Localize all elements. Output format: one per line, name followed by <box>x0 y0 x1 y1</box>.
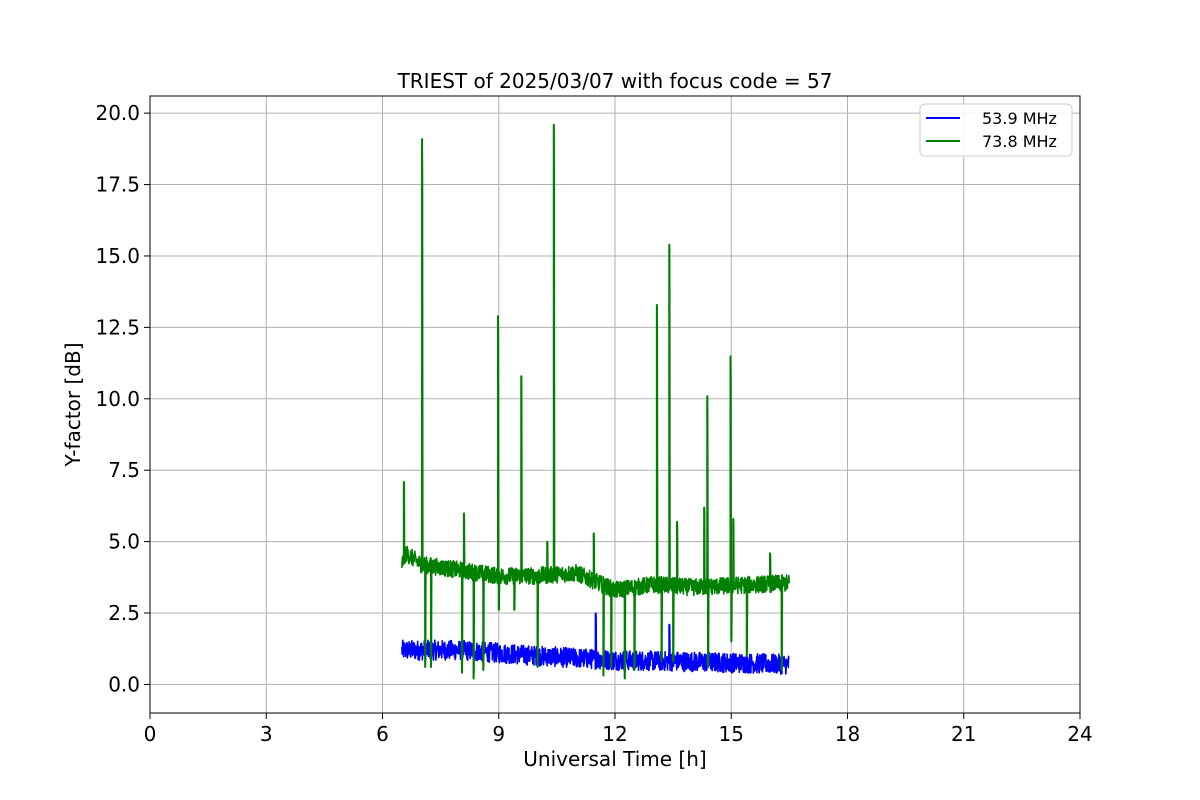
x-tick-label: 12 <box>602 722 627 746</box>
y-tick-label: 15.0 <box>95 244 140 268</box>
chart-title: TRIEST of 2025/03/07 with focus code = 5… <box>397 69 833 93</box>
x-tick-label: 15 <box>719 722 744 746</box>
x-tick-label: 21 <box>951 722 976 746</box>
y-tick-label: 7.5 <box>108 458 140 482</box>
x-axis: 0 3 6 9 12 15 18 21 24 <box>144 713 1093 746</box>
x-axis-label: Universal Time [h] <box>523 747 706 771</box>
y-tick-label: 0.0 <box>108 672 140 696</box>
x-tick-label: 18 <box>835 722 860 746</box>
series-1 <box>401 123 791 680</box>
x-tick-label: 3 <box>260 722 273 746</box>
x-tick-label: 0 <box>144 722 157 746</box>
y-tick-label: 20.0 <box>95 101 140 125</box>
x-tick-label: 6 <box>376 722 389 746</box>
series-0 <box>401 612 790 675</box>
plot-series-area <box>401 123 791 680</box>
x-tick-label: 24 <box>1067 722 1092 746</box>
legend-entry: 53.9 MHz <box>982 109 1057 128</box>
y-tick-label: 5.0 <box>108 530 140 554</box>
legend: 53.9 MHz 73.8 MHz <box>919 103 1073 157</box>
series-line <box>401 612 790 675</box>
y-tick-label: 10.0 <box>95 387 140 411</box>
y-tick-label: 12.5 <box>95 315 140 339</box>
x-tick-label: 9 <box>492 722 505 746</box>
legend-entry: 73.8 MHz <box>982 132 1057 151</box>
y-tick-label: 17.5 <box>95 173 140 197</box>
y-axis-label: Y-factor [dB] <box>61 342 85 467</box>
series-line <box>401 123 791 680</box>
y-tick-label: 2.5 <box>108 601 140 625</box>
y-axis: 0.0 2.5 5.0 7.5 10.0 12.5 15.0 17.5 20.0 <box>95 101 150 696</box>
